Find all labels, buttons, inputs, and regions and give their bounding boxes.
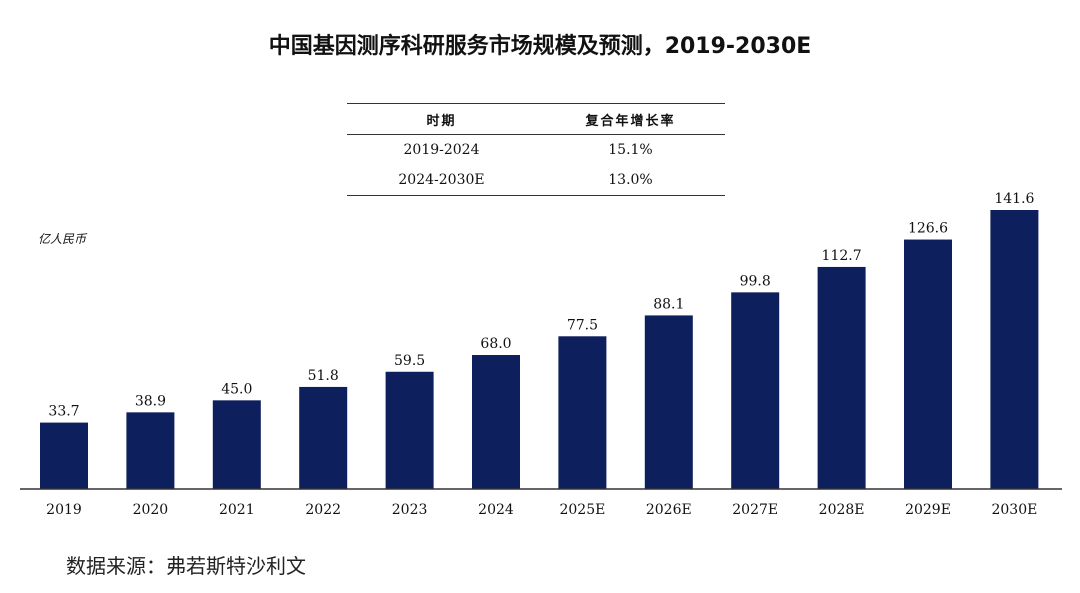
- data-label: 141.6: [994, 191, 1034, 207]
- bar: [731, 292, 780, 489]
- cagr-table-row: 2019-2024 15.1%: [347, 135, 725, 165]
- x-tick-label: 2022: [305, 502, 341, 518]
- cagr-rate: 13.0%: [608, 172, 653, 188]
- x-tick-label: 2019: [46, 502, 82, 518]
- data-source: 数据来源：弗若斯特沙利文: [66, 554, 306, 578]
- data-label: 33.7: [48, 404, 79, 420]
- x-tick-label: 2027E: [732, 502, 778, 518]
- x-tick-label: 2025E: [559, 502, 605, 518]
- data-label: 88.1: [653, 296, 684, 312]
- cagr-period: 2019-2024: [403, 142, 480, 158]
- cagr-table-row: 2024-2030E 13.0%: [347, 165, 725, 195]
- bar: [472, 355, 520, 489]
- y-unit-label: 亿人民币: [38, 232, 87, 246]
- cagr-header-rate: 复合年增长率: [585, 113, 676, 129]
- chart-title: 中国基因测序科研服务市场规模及预测，2019-2030E: [268, 34, 812, 59]
- data-label: 51.8: [308, 368, 339, 384]
- data-label: 45.0: [221, 381, 252, 397]
- x-tick-label: 2026E: [646, 502, 692, 518]
- bar: [385, 371, 434, 489]
- x-tick-label: 2020: [133, 502, 169, 518]
- bar: [817, 266, 866, 489]
- x-tick-label: 2023: [392, 502, 428, 518]
- bar: [904, 239, 952, 489]
- bar: [990, 210, 1039, 489]
- x-tick-label: 2021: [219, 502, 255, 518]
- data-label: 59.5: [394, 353, 425, 369]
- cagr-rate: 15.1%: [608, 142, 653, 158]
- data-label: 77.5: [567, 317, 598, 333]
- cagr-period: 2024-2030E: [398, 172, 485, 188]
- bar: [558, 336, 607, 489]
- data-label: 68.0: [480, 336, 511, 352]
- bar: [299, 386, 348, 489]
- cagr-table-header: 时期 复合年增长率: [347, 104, 725, 135]
- bar: [212, 400, 261, 489]
- data-label: 38.9: [135, 393, 166, 409]
- bar: [40, 422, 88, 489]
- data-label: 112.7: [822, 248, 862, 264]
- cagr-table: 时期 复合年增长率 2019-2024 15.1% 2024-2030E 13.…: [347, 103, 725, 196]
- x-tick-label: 2030E: [991, 502, 1037, 518]
- data-label: 126.6: [908, 221, 948, 237]
- bar: [644, 315, 693, 489]
- x-tick-label: 2024: [478, 502, 514, 518]
- x-tick-label: 2028E: [819, 502, 865, 518]
- data-label: 99.8: [740, 273, 771, 289]
- bar: [126, 412, 175, 489]
- cagr-header-period: 时期: [426, 113, 457, 129]
- x-tick-label: 2029E: [905, 502, 951, 518]
